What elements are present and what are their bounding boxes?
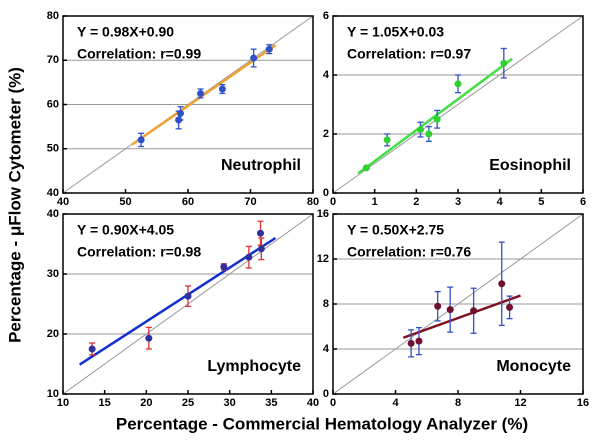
equation: Y = 0.90X+4.05: [77, 222, 174, 238]
data-point: [506, 303, 514, 311]
data-point: [257, 229, 264, 237]
x-tick-label: 50: [119, 196, 131, 208]
x-tick-label: 80: [307, 196, 319, 208]
correlation: Correlation: r=0.97: [347, 46, 471, 62]
x-tick-label: 6: [580, 196, 586, 208]
data-point: [470, 307, 478, 315]
cell-type: Neutrophil: [221, 157, 301, 174]
x-tick-label: 25: [182, 397, 194, 409]
data-point: [425, 130, 433, 138]
y-tick-label: 20: [47, 328, 59, 340]
y-tick-label: 16: [317, 208, 329, 220]
x-tick-label: 70: [244, 196, 256, 208]
x-tick-label: 20: [140, 397, 152, 409]
y-axis-label: Percentage - μFlow Cytometer (%): [5, 67, 24, 343]
data-point: [417, 126, 424, 134]
plot-frame: [332, 15, 584, 194]
data-point: [498, 280, 506, 288]
data-point: [500, 59, 508, 67]
x-tick-label: 35: [265, 397, 277, 409]
x-tick-label: 2: [413, 196, 419, 208]
x-tick-label: 5: [538, 196, 544, 208]
x-tick-label: 0: [330, 196, 336, 208]
correlation: Correlation: r=0.99: [77, 46, 201, 62]
fit-line: [357, 57, 513, 175]
x-tick-label: 16: [577, 397, 589, 409]
x-tick-label: 30: [224, 397, 236, 409]
identity-line: [332, 213, 584, 395]
correlation: Correlation: r=0.76: [347, 244, 471, 260]
correlation: Correlation: r=0.98: [77, 244, 201, 260]
plot-frame: [62, 15, 314, 194]
x-tick-label: 4: [497, 196, 504, 208]
x-tick-label: 40: [307, 397, 319, 409]
fit-line: [78, 236, 277, 366]
x-tick-label: 12: [514, 397, 526, 409]
y-tick-label: 80: [47, 10, 59, 22]
identity-line: [332, 15, 584, 194]
data-point: [137, 136, 145, 144]
y-tick-label: 40: [47, 208, 59, 220]
cell-type: Lymphocyte: [207, 358, 301, 375]
y-tick-label: 10: [47, 388, 59, 400]
data-point: [250, 54, 258, 62]
x-tick-label: 10: [57, 397, 69, 409]
data-point: [218, 85, 226, 93]
y-tick-label: 4: [323, 69, 330, 81]
data-point: [407, 339, 415, 347]
equation: Y = 1.05X+0.03: [347, 24, 444, 40]
data-point: [197, 89, 204, 97]
cell-type: Monocyte: [496, 358, 571, 375]
x-tick-label: 0: [330, 397, 336, 409]
y-tick-label: 2: [323, 128, 329, 140]
data-point: [415, 337, 423, 345]
data-point: [446, 306, 454, 314]
fit-line: [402, 294, 521, 339]
y-tick-label: 70: [47, 54, 59, 66]
data-point: [145, 334, 153, 342]
plot-frame: [332, 213, 584, 395]
data-point: [265, 45, 273, 53]
data-point: [383, 136, 391, 144]
data-point: [88, 345, 96, 353]
plot-frame: [62, 213, 314, 395]
x-tick-label: 3: [455, 196, 461, 208]
x-axis-label: Percentage - Commercial Hematology Analy…: [116, 414, 528, 433]
x-tick-label: 1: [372, 196, 378, 208]
data-point: [433, 115, 441, 123]
y-tick-label: 4: [323, 343, 330, 355]
x-tick-label: 15: [99, 397, 111, 409]
x-tick-label: 60: [182, 196, 194, 208]
y-tick-label: 6: [323, 10, 329, 22]
x-tick-label: 40: [57, 196, 69, 208]
equation: Y = 0.98X+0.90: [77, 24, 174, 40]
y-tick-label: 12: [317, 253, 329, 265]
y-tick-label: 40: [47, 187, 59, 199]
y-tick-label: 50: [47, 143, 59, 155]
data-point: [362, 164, 370, 172]
data-point: [184, 292, 192, 300]
data-point: [454, 80, 462, 88]
equation: Y = 0.50X+2.75: [347, 222, 444, 238]
data-point: [257, 245, 265, 253]
y-tick-label: 0: [323, 187, 329, 199]
data-point: [434, 302, 442, 310]
y-tick-label: 8: [323, 298, 329, 310]
cell-type: Eosinophil: [489, 157, 571, 174]
y-tick-label: 30: [47, 268, 59, 280]
data-point: [245, 253, 253, 261]
x-tick-label: 4: [392, 397, 399, 409]
y-tick-label: 60: [47, 98, 59, 110]
y-tick-label: 0: [323, 388, 329, 400]
data-point: [177, 109, 184, 117]
data-point: [220, 263, 228, 271]
x-tick-label: 8: [455, 397, 461, 409]
